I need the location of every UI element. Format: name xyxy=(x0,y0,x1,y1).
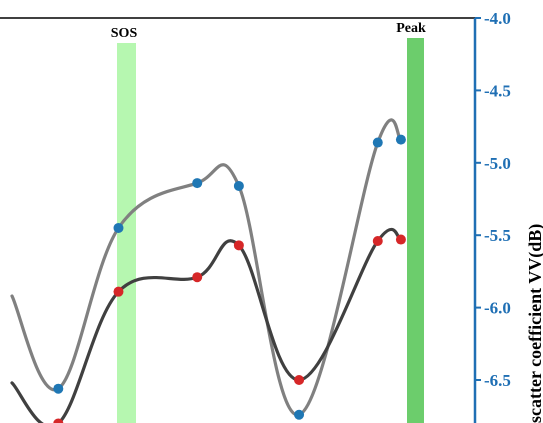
series-point-dark-6 xyxy=(372,235,383,246)
markers-layer xyxy=(53,134,406,423)
series-point-gray-2 xyxy=(113,222,124,233)
y-tick-label-4: -6.0 xyxy=(484,299,511,318)
series-layer xyxy=(10,118,403,423)
band-label-peak: Peak xyxy=(396,21,426,36)
y-tick-label-0: -4.0 xyxy=(484,9,511,28)
band-label-sos: SOS xyxy=(111,26,138,41)
series-point-dark-1 xyxy=(53,418,64,423)
series-point-gray-6 xyxy=(372,137,383,148)
series-point-gray-4 xyxy=(233,180,244,191)
series-point-gray-3 xyxy=(192,178,203,189)
series-point-gray-1 xyxy=(53,383,64,394)
series-point-dark-3 xyxy=(192,272,203,283)
band-peak xyxy=(407,38,424,423)
series-point-gray-7 xyxy=(395,134,406,145)
series-line-gray xyxy=(10,118,403,417)
series-line-dark xyxy=(10,227,403,423)
series-point-gray-5 xyxy=(294,409,305,420)
y-tick-label-5: -6.5 xyxy=(484,371,511,390)
y-axis-label: kscatter coefficient VV(dB) xyxy=(525,224,543,423)
y-tick-label-1: -4.5 xyxy=(484,81,511,100)
axis-layer: -4.0 -4.5 -5.0 -5.5 -6.0 -6.5 kscatter coeffic… xyxy=(0,9,543,423)
band-sos xyxy=(117,43,136,423)
series-point-dark-5 xyxy=(294,375,305,385)
series-point-dark-7 xyxy=(395,234,406,245)
y-tick-label-2: -5.0 xyxy=(484,154,511,173)
series-point-dark-4 xyxy=(233,240,244,251)
bands-layer: SOS Peak xyxy=(111,21,426,423)
series-point-dark-2 xyxy=(113,286,124,297)
y-tick-label-3: -5.5 xyxy=(484,226,511,245)
